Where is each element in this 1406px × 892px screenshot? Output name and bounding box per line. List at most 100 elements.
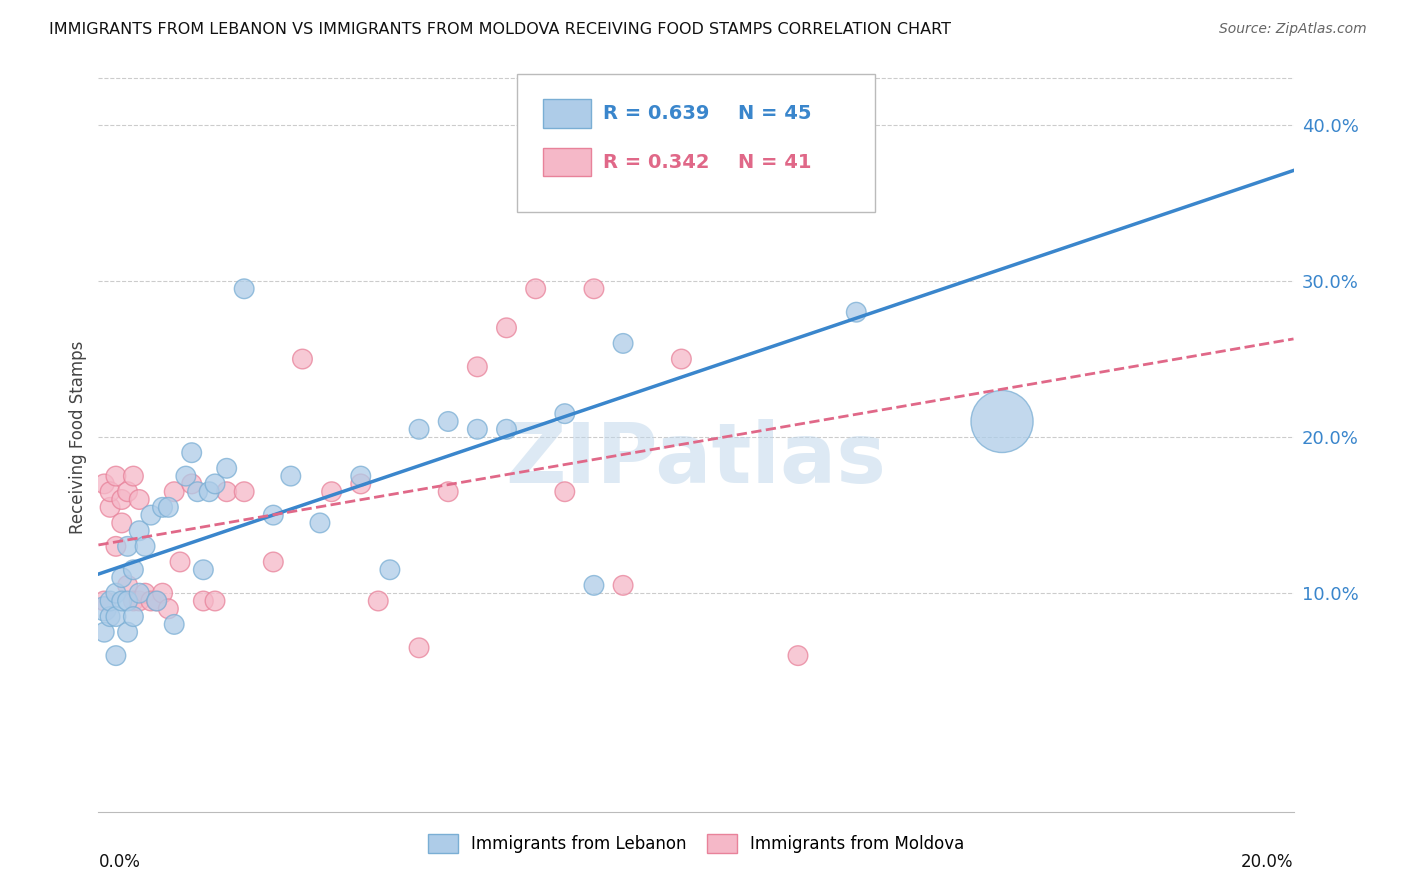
Point (321, 484, 343, 499)
Point (495, 320, 517, 334)
Point (134, 586, 156, 600)
Text: N = 45: N = 45 (738, 103, 811, 123)
Point (128, 524, 150, 538)
Point (262, 555, 284, 569)
Point (408, 640, 430, 655)
Point (174, 469, 197, 483)
Point (93, 602, 115, 616)
Point (93, 594, 115, 608)
Point (280, 469, 302, 483)
Point (111, 492, 134, 507)
Point (204, 594, 226, 608)
Point (467, 359, 489, 374)
Point (145, 594, 167, 608)
Point (128, 594, 150, 608)
Point (104, 586, 127, 600)
Point (262, 508, 284, 523)
Point (582, 282, 605, 296)
Point (122, 469, 145, 483)
Point (367, 594, 389, 608)
Point (104, 539, 127, 553)
Point (193, 563, 215, 577)
Point (98, 609, 121, 624)
Point (350, 469, 373, 483)
Point (98, 594, 121, 608)
Point (93, 476, 115, 491)
Point (139, 594, 162, 608)
Point (198, 484, 221, 499)
Point (180, 476, 202, 491)
Point (554, 484, 576, 499)
Point (291, 351, 314, 366)
Text: R = 0.639: R = 0.639 (603, 103, 709, 123)
Point (134, 539, 156, 553)
Point (233, 484, 256, 499)
Point (991, 414, 1014, 428)
Point (495, 422, 517, 436)
Point (117, 578, 139, 592)
Point (169, 555, 191, 569)
FancyBboxPatch shape (543, 99, 591, 128)
Point (163, 617, 186, 632)
Point (157, 500, 180, 515)
Text: 0.0%: 0.0% (98, 853, 141, 871)
Text: IMMIGRANTS FROM LEBANON VS IMMIGRANTS FROM MOLDOVA RECEIVING FOOD STAMPS CORRELA: IMMIGRANTS FROM LEBANON VS IMMIGRANTS FR… (49, 22, 952, 37)
Point (128, 492, 150, 507)
Point (117, 594, 139, 608)
Point (845, 305, 868, 319)
Point (152, 586, 174, 600)
FancyBboxPatch shape (543, 148, 591, 177)
Point (98, 484, 121, 499)
Point (408, 422, 430, 436)
Point (378, 563, 401, 577)
Point (122, 563, 145, 577)
Point (93, 625, 115, 640)
Point (163, 484, 186, 499)
FancyBboxPatch shape (517, 74, 876, 212)
Point (350, 476, 373, 491)
Point (180, 446, 202, 460)
Point (671, 351, 693, 366)
Point (111, 571, 134, 585)
Point (139, 508, 162, 523)
Point (122, 594, 145, 608)
Point (612, 336, 634, 351)
Point (582, 578, 605, 592)
Point (309, 516, 332, 530)
Text: N = 41: N = 41 (738, 153, 811, 171)
Point (152, 500, 174, 515)
Point (787, 648, 810, 663)
Y-axis label: Receiving Food Stamps: Receiving Food Stamps (69, 341, 87, 533)
Point (437, 484, 460, 499)
Point (193, 594, 215, 608)
Point (215, 461, 238, 475)
Point (122, 609, 145, 624)
Point (117, 539, 139, 553)
Legend: Immigrants from Lebanon, Immigrants from Moldova: Immigrants from Lebanon, Immigrants from… (420, 827, 972, 860)
Point (554, 407, 576, 421)
Text: 20.0%: 20.0% (1241, 853, 1294, 871)
Point (117, 484, 139, 499)
Point (437, 414, 460, 428)
Point (612, 578, 634, 592)
Point (728, 157, 751, 171)
Point (467, 422, 489, 436)
Point (111, 594, 134, 608)
Point (128, 586, 150, 600)
Point (104, 648, 127, 663)
Point (104, 609, 127, 624)
Point (186, 484, 208, 499)
Point (104, 469, 127, 483)
Text: R = 0.342: R = 0.342 (603, 153, 709, 171)
Point (204, 476, 226, 491)
Point (111, 516, 134, 530)
Point (98, 500, 121, 515)
Point (117, 625, 139, 640)
Text: Source: ZipAtlas.com: Source: ZipAtlas.com (1219, 22, 1367, 37)
Point (145, 594, 167, 608)
Point (233, 282, 256, 296)
Text: ZIPatlas: ZIPatlas (506, 419, 886, 500)
Point (157, 602, 180, 616)
Point (215, 484, 238, 499)
Point (524, 282, 547, 296)
